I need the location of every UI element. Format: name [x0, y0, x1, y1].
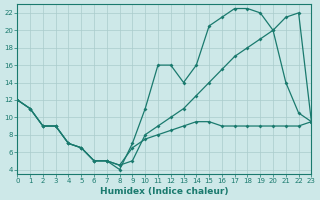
X-axis label: Humidex (Indice chaleur): Humidex (Indice chaleur) — [100, 187, 228, 196]
